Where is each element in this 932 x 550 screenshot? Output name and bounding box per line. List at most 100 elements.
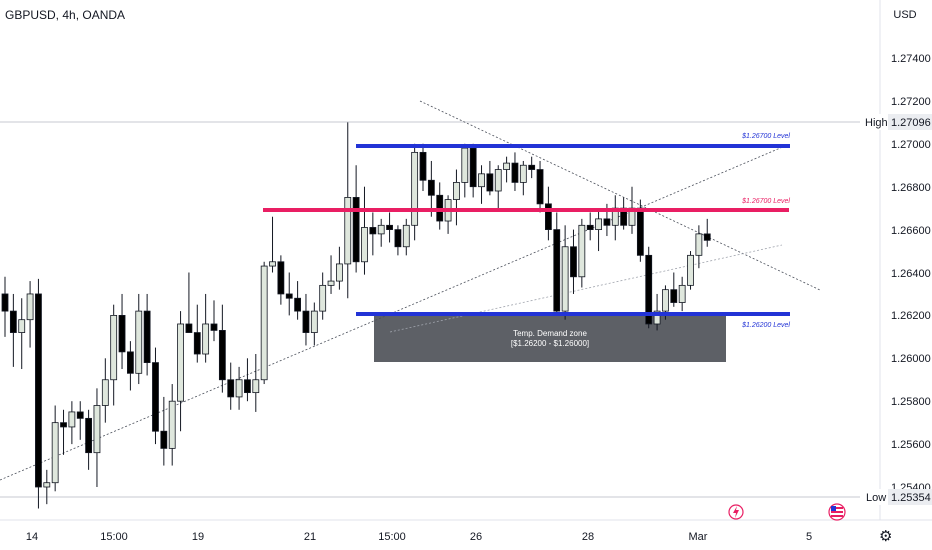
- bull-candle[interactable]: [93, 405, 101, 454]
- bear-candle[interactable]: [160, 430, 168, 449]
- bull-candle[interactable]: [503, 162, 511, 170]
- price-tick: 1.26600: [891, 225, 931, 237]
- bear-candle[interactable]: [1, 293, 9, 312]
- bear-candle[interactable]: [302, 310, 310, 333]
- bear-candle[interactable]: [277, 261, 285, 295]
- bull-candle[interactable]: [335, 263, 343, 282]
- bull-candle[interactable]: [377, 224, 385, 235]
- bear-candle[interactable]: [85, 417, 92, 454]
- bull-candle[interactable]: [411, 151, 419, 226]
- bear-candle[interactable]: [35, 293, 42, 488]
- bear-candle[interactable]: [536, 169, 544, 205]
- bull-candle[interactable]: [252, 379, 260, 394]
- bull-candle[interactable]: [494, 169, 502, 192]
- bear-candle[interactable]: [670, 289, 678, 303]
- bear-candle[interactable]: [210, 323, 218, 331]
- bull-candle[interactable]: [51, 422, 59, 484]
- bull-candle[interactable]: [402, 224, 410, 248]
- bull-candle[interactable]: [662, 289, 669, 312]
- bull-candle[interactable]: [26, 293, 34, 321]
- bull-candle[interactable]: [687, 254, 694, 286]
- demand-zone[interactable]: [374, 316, 726, 362]
- bear-candle[interactable]: [244, 379, 251, 394]
- bull-candle[interactable]: [653, 310, 661, 325]
- bear-candle[interactable]: [60, 422, 67, 428]
- bear-candle[interactable]: [419, 151, 427, 181]
- bull-candle[interactable]: [595, 218, 602, 230]
- us-flag-icon[interactable]: [828, 503, 846, 521]
- bear-candle[interactable]: [227, 379, 235, 398]
- bull-candle[interactable]: [18, 319, 26, 333]
- bull-candle[interactable]: [168, 400, 176, 449]
- bear-candle[interactable]: [427, 179, 435, 196]
- bull-candle[interactable]: [177, 323, 184, 402]
- bear-candle[interactable]: [369, 227, 377, 235]
- gear-icon[interactable]: ⚙: [879, 528, 893, 545]
- bear-candle[interactable]: [352, 197, 360, 263]
- bear-candle[interactable]: [76, 411, 84, 419]
- bull-candle[interactable]: [561, 246, 569, 312]
- bear-candle[interactable]: [486, 173, 494, 192]
- bull-candle[interactable]: [361, 227, 368, 263]
- bear-candle[interactable]: [152, 362, 159, 432]
- bull-candle[interactable]: [43, 482, 51, 488]
- bull-candle[interactable]: [260, 265, 268, 381]
- bear-candle[interactable]: [570, 246, 577, 278]
- bull-candle[interactable]: [327, 280, 335, 286]
- upper-level-label: $1.26700 Level: [741, 133, 790, 140]
- time-tick: Mar: [689, 531, 708, 543]
- bear-candle[interactable]: [553, 229, 561, 312]
- bear-candle[interactable]: [636, 207, 644, 256]
- bull-candle[interactable]: [453, 182, 460, 200]
- currency-selector[interactable]: USD: [893, 9, 917, 21]
- bull-candle[interactable]: [202, 323, 210, 355]
- bull-candle[interactable]: [310, 310, 318, 333]
- bull-candle[interactable]: [344, 197, 352, 265]
- bear-candle[interactable]: [528, 164, 536, 170]
- bear-candle[interactable]: [118, 314, 126, 353]
- bull-candle[interactable]: [478, 173, 485, 188]
- bear-candle[interactable]: [127, 351, 134, 374]
- resistance-level-line[interactable]: [356, 144, 790, 148]
- descending-trendline[interactable]: [419, 100, 821, 291]
- bear-candle[interactable]: [603, 218, 611, 226]
- bear-candle[interactable]: [294, 297, 302, 312]
- bear-candle[interactable]: [545, 203, 552, 231]
- support-level-line[interactable]: [356, 312, 790, 316]
- price-tick: 1.26000: [891, 353, 931, 365]
- bear-candle[interactable]: [9, 310, 17, 333]
- bear-candle[interactable]: [586, 224, 594, 230]
- bear-candle[interactable]: [645, 254, 653, 325]
- bear-candle[interactable]: [143, 310, 151, 363]
- bull-candle[interactable]: [519, 164, 527, 183]
- bull-candle[interactable]: [578, 224, 586, 278]
- mid-level-line[interactable]: [263, 208, 789, 212]
- bull-candle[interactable]: [110, 314, 118, 381]
- bear-candle[interactable]: [703, 233, 711, 241]
- time-tick: 15:00: [378, 531, 406, 543]
- lightning-icon[interactable]: [728, 504, 744, 520]
- lower-channel-trendline[interactable]: [389, 244, 783, 333]
- bull-candle[interactable]: [319, 284, 327, 312]
- bear-candle[interactable]: [193, 332, 201, 355]
- demand-zone-range: [$1.26200 - $1.26000]: [511, 339, 589, 348]
- time-axis[interactable]: 14 15:00 19 21 15:00 26 28 Mar 5: [26, 531, 812, 543]
- bear-candle[interactable]: [469, 147, 477, 188]
- bear-candle[interactable]: [285, 293, 293, 299]
- bear-candle[interactable]: [394, 229, 402, 248]
- bear-candle[interactable]: [511, 162, 519, 183]
- low-label-box: [862, 489, 888, 505]
- bull-candle[interactable]: [101, 379, 109, 406]
- bull-candle[interactable]: [68, 411, 76, 428]
- bear-candle[interactable]: [218, 330, 226, 381]
- bull-candle[interactable]: [678, 284, 686, 303]
- bear-candle[interactable]: [185, 323, 193, 333]
- bull-candle[interactable]: [135, 310, 143, 374]
- bull-candle[interactable]: [235, 379, 243, 398]
- bear-candle[interactable]: [386, 224, 393, 230]
- bull-candle[interactable]: [461, 147, 469, 183]
- bull-candle[interactable]: [269, 261, 276, 267]
- bull-candle[interactable]: [695, 233, 703, 256]
- symbol-title[interactable]: GBPUSD, 4h, OANDA: [5, 8, 126, 22]
